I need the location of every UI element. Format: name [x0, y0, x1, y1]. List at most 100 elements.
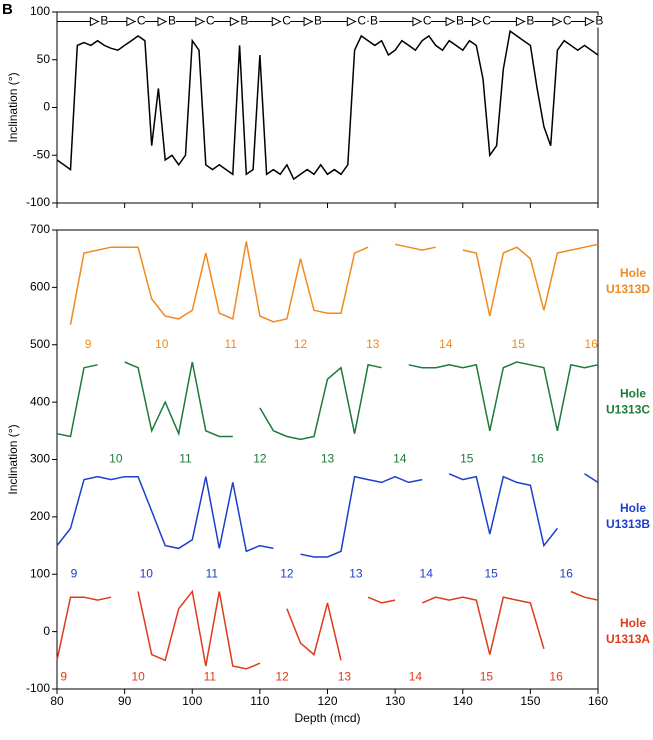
- x-tick-label: 160: [588, 694, 608, 708]
- chron-label-bg: [455, 15, 465, 28]
- y-axis-title: Inclination (°): [6, 72, 20, 142]
- chron-arrow: [515, 16, 526, 27]
- core-label: 9: [60, 670, 67, 684]
- chron-label: C: [206, 14, 215, 28]
- chron-label: B: [100, 14, 108, 28]
- y-tick-label: 0: [43, 624, 50, 638]
- chron-label: C: [482, 14, 491, 28]
- core-label: 16: [530, 452, 544, 466]
- chron-arrow: [346, 16, 357, 27]
- core-label: 9: [85, 337, 92, 351]
- core-label: 10: [109, 452, 123, 466]
- core-label: 12: [280, 566, 294, 580]
- core-label: 13: [349, 566, 363, 580]
- core-label: 14: [420, 566, 434, 580]
- y-tick-label: 100: [30, 566, 50, 580]
- x-tick-label: 80: [50, 694, 64, 708]
- hole-label: Hole: [620, 501, 646, 515]
- chron-label-bg: [135, 15, 145, 28]
- y-tick-label: -50: [33, 147, 51, 161]
- chron-label-bg: [356, 15, 380, 28]
- core-label: 14: [409, 670, 423, 684]
- chron-arrow: [271, 16, 282, 27]
- y-tick-label: 50: [37, 52, 51, 66]
- chron-arrow: [552, 16, 563, 27]
- x-tick-label: 120: [317, 694, 337, 708]
- series-line: [56, 589, 599, 670]
- chron-arrow: [157, 16, 168, 27]
- y-tick-label: 600: [30, 280, 50, 294]
- y-tick-label: -100: [26, 195, 50, 209]
- hole-label: Hole: [620, 266, 646, 280]
- core-label: 16: [549, 670, 563, 684]
- y-tick-label: 300: [30, 452, 50, 466]
- chron-label-bg: [204, 15, 214, 28]
- chron-arrow: [303, 16, 314, 27]
- hole-label: U1313B: [606, 517, 650, 531]
- core-label: 10: [131, 670, 145, 684]
- chron-label-bg: [481, 15, 491, 28]
- core-label: 12: [294, 337, 308, 351]
- core-label: 14: [439, 337, 453, 351]
- chron-label: C: [563, 14, 572, 28]
- chron-label: B: [240, 14, 248, 28]
- chron-arrow: [195, 16, 205, 27]
- chron-arrow: [126, 16, 136, 27]
- y-tick-label: 700: [30, 222, 50, 236]
- chron-label: C: [282, 14, 291, 28]
- panel-label: B: [2, 1, 13, 18]
- x-tick-label: 100: [182, 694, 202, 708]
- chron-arrow: [229, 16, 240, 27]
- chron-label-bg: [561, 15, 571, 28]
- hole-label: U1313A: [606, 632, 650, 646]
- core-label: 13: [366, 337, 380, 351]
- core-label: 15: [484, 566, 498, 580]
- chron-label: B: [168, 14, 176, 28]
- core-label: 9: [71, 566, 78, 580]
- hole-label: Hole: [620, 616, 646, 630]
- hole-label: U1313C: [606, 402, 650, 416]
- hole-label: U1313D: [606, 282, 650, 296]
- core-label: 15: [480, 670, 494, 684]
- chron-label-bg: [313, 15, 323, 28]
- x-tick-label: 110: [250, 694, 269, 708]
- core-label: 11: [204, 670, 217, 684]
- chron-label-bg: [166, 15, 176, 28]
- chron-label-bg: [421, 15, 431, 28]
- chron-arrow: [445, 16, 456, 27]
- core-label: 14: [393, 452, 407, 466]
- y-tick-label: 200: [30, 509, 50, 523]
- x-tick-label: 90: [118, 694, 132, 708]
- core-label: 12: [276, 670, 290, 684]
- series-line: [56, 29, 599, 181]
- series-line: [56, 473, 599, 558]
- chron-label-bg: [594, 15, 604, 28]
- chron-arrow: [471, 16, 482, 27]
- core-label: 11: [225, 337, 238, 351]
- chron-label-bg: [525, 15, 535, 28]
- chron-label: C·B: [357, 14, 378, 28]
- y-tick-label: 100: [30, 4, 50, 18]
- chron-label-bg: [239, 15, 249, 28]
- chron-arrow: [584, 16, 595, 27]
- core-label: 16: [585, 337, 599, 351]
- core-label: 10: [140, 566, 154, 580]
- y-axis-title: Inclination (°): [6, 424, 20, 494]
- x-tick-label: 130: [385, 694, 405, 708]
- core-label: 13: [338, 670, 352, 684]
- x-tick-label: 150: [520, 694, 540, 708]
- hole-label: Hole: [620, 386, 646, 400]
- core-label: 11: [179, 452, 192, 466]
- core-label: 15: [512, 337, 526, 351]
- core-label: 10: [155, 337, 169, 351]
- chron-arrow: [412, 16, 423, 27]
- core-label: 15: [460, 452, 474, 466]
- core-label: 13: [321, 452, 335, 466]
- chron-label-bg: [99, 15, 109, 28]
- y-tick-label: 0: [43, 100, 50, 114]
- chron-label: C: [423, 14, 432, 28]
- core-label: 11: [206, 566, 219, 580]
- core-label: 12: [253, 452, 267, 466]
- series-line: [56, 361, 599, 441]
